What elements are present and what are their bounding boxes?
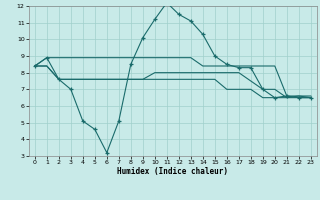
X-axis label: Humidex (Indice chaleur): Humidex (Indice chaleur) xyxy=(117,167,228,176)
